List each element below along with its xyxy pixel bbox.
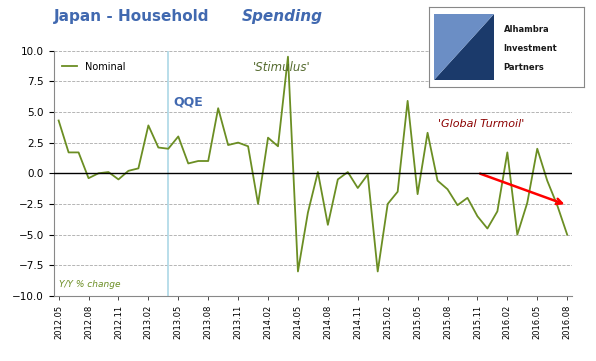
Text: Spending: Spending	[241, 9, 322, 24]
Polygon shape	[434, 14, 494, 80]
Text: Alhambra: Alhambra	[504, 25, 549, 34]
Text: 'Global Turmoil': 'Global Turmoil'	[437, 119, 524, 129]
Text: Japan - Household: Japan - Household	[54, 9, 215, 24]
Text: 'Stimulus': 'Stimulus'	[253, 61, 311, 74]
Polygon shape	[434, 14, 494, 80]
Text: Investment: Investment	[504, 44, 557, 53]
Text: Y/Y % change: Y/Y % change	[58, 280, 120, 290]
Text: QQE: QQE	[173, 96, 203, 109]
Legend: Nominal: Nominal	[58, 58, 129, 76]
Text: Partners: Partners	[504, 63, 544, 72]
